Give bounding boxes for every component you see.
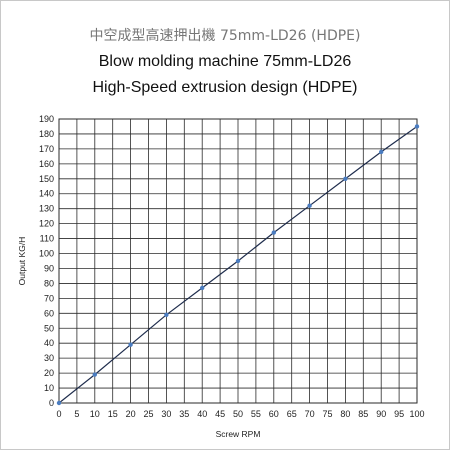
x-tick-label: 35 xyxy=(179,409,189,419)
data-point xyxy=(164,312,169,318)
x-tick-label: 0 xyxy=(56,409,61,419)
x-tick-label: 60 xyxy=(269,409,279,419)
y-tick-label: 140 xyxy=(39,189,54,199)
y-tick-label: 80 xyxy=(44,278,54,288)
x-tick-label: 80 xyxy=(340,409,350,419)
data-point xyxy=(343,176,348,181)
data-series xyxy=(56,124,420,406)
x-tick-label: 25 xyxy=(143,409,153,419)
x-tick-label: 15 xyxy=(108,409,118,419)
y-tick-label: 120 xyxy=(39,219,54,229)
data-point xyxy=(128,342,133,347)
y-tick-label: 90 xyxy=(44,263,54,273)
x-tick-label: 45 xyxy=(215,409,225,419)
x-tick-label: 5 xyxy=(74,409,79,419)
x-tick-label: 95 xyxy=(394,409,404,419)
y-tick-label: 160 xyxy=(39,159,54,169)
y-tick-label: 60 xyxy=(44,308,54,318)
y-tick-label: 50 xyxy=(44,323,54,333)
y-tick-label: 110 xyxy=(40,234,54,244)
x-tick-label: 85 xyxy=(358,409,368,419)
plot-border xyxy=(58,118,418,404)
x-tick-label: 30 xyxy=(161,409,171,419)
x-tick-label: 10 xyxy=(90,409,100,419)
data-point xyxy=(271,230,276,235)
grid xyxy=(58,118,418,404)
y-axis-title: Output KG/H xyxy=(17,237,27,286)
x-tick-label: 20 xyxy=(126,409,136,419)
y-tick-label: 180 xyxy=(39,129,54,139)
x-tick-label: 40 xyxy=(197,409,207,419)
y-tick-label: 30 xyxy=(44,353,54,363)
x-tick-label: 100 xyxy=(409,409,424,419)
y-tick-label: 190 xyxy=(39,114,54,124)
x-tick-label: 50 xyxy=(233,409,243,419)
data-point xyxy=(92,372,98,377)
data-point xyxy=(414,124,420,129)
y-tick-label: 130 xyxy=(39,204,54,214)
chart-subtitle: High-Speed extrusion design (HDPE) xyxy=(92,79,358,96)
y-tick-label: 20 xyxy=(44,368,54,378)
x-tick-label: 55 xyxy=(251,409,261,419)
x-tick-labels: 0 5 10 15 20 25 30 35 40 45 50 55 60 65 70 75 80 85 90 95 10… xyxy=(56,409,424,419)
x-tick-label: 75 xyxy=(322,409,332,419)
y-tick-label: 100 xyxy=(39,249,54,259)
data-point xyxy=(200,285,205,291)
x-tick-label: 90 xyxy=(376,409,386,419)
data-point xyxy=(235,258,241,264)
y-tick-label: 40 xyxy=(44,338,54,348)
y-tick-label: 0 xyxy=(49,398,54,408)
y-tick-labels: 0 10 20 30 40 50 60 70 80 90 100 110 120 130 140 150 160… xyxy=(39,114,54,408)
chart-title-english: Blow molding machine 75mm-LD26 xyxy=(98,53,352,70)
x-axis-title: Screw RPM xyxy=(216,429,261,439)
y-tick-label: 70 xyxy=(44,293,54,303)
y-tick-label: 10 xyxy=(44,383,54,393)
data-point xyxy=(56,400,62,406)
chart-title-chinese: 中空成型高速押出機 75mm-LD26 (HDPE) xyxy=(89,28,361,44)
x-tick-label: 70 xyxy=(305,409,315,419)
y-tick-label: 170 xyxy=(39,144,54,154)
x-tick-label: 65 xyxy=(287,409,297,419)
data-point xyxy=(379,149,384,155)
y-tick-label: 150 xyxy=(39,174,54,184)
data-point xyxy=(307,203,312,208)
